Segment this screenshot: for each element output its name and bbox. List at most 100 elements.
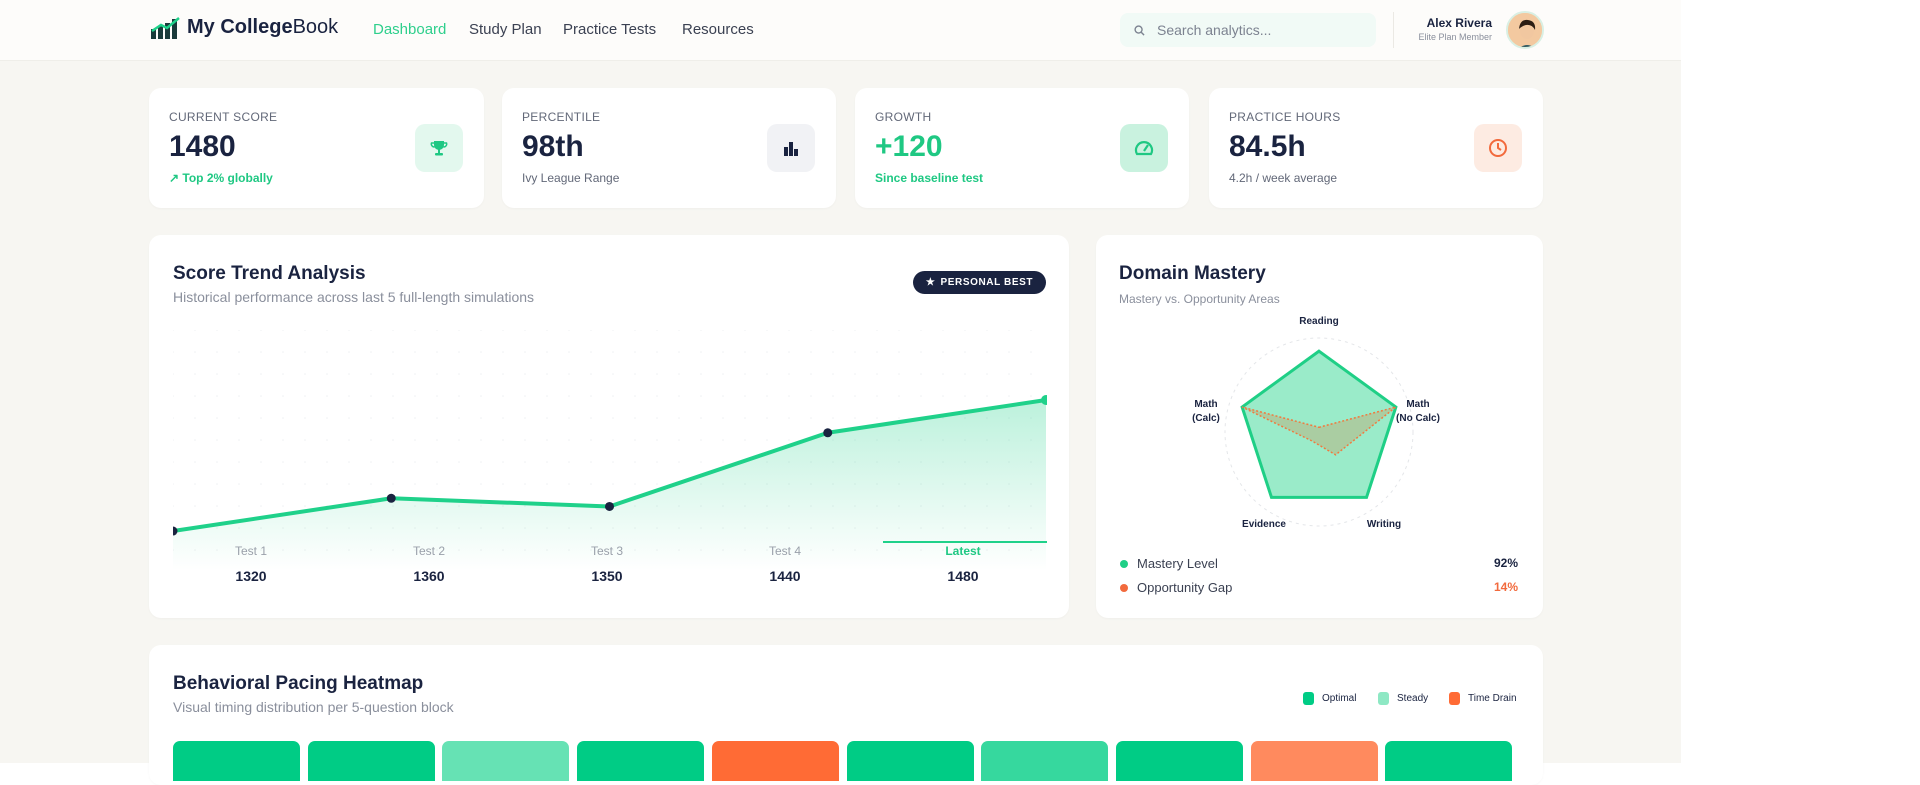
grid-dot xyxy=(282,439,284,441)
grid-dot xyxy=(590,395,592,397)
data-value-label: 1350 xyxy=(591,568,623,584)
grid-dot xyxy=(612,483,614,485)
legend-label: Steady xyxy=(1397,693,1429,704)
grid-dot xyxy=(282,330,284,331)
grid-dot xyxy=(414,417,416,419)
grid-dot xyxy=(173,417,174,419)
trend-point[interactable] xyxy=(386,493,396,503)
top-header: My CollegeBook Dashboard Study Plan Prac… xyxy=(0,0,1681,61)
nav-study-plan[interactable]: Study Plan xyxy=(469,21,542,38)
grid-dot xyxy=(1030,351,1032,353)
pacing-heatmap-card: Behavioral Pacing Heatmap Visual timing … xyxy=(149,645,1543,785)
grid-dot xyxy=(502,483,504,485)
grid-dot xyxy=(524,439,526,441)
grid-dot xyxy=(502,395,504,397)
heatmap-cell-optimal[interactable] xyxy=(173,741,300,781)
brand-logo[interactable]: My CollegeBook xyxy=(151,16,338,39)
grid-dot xyxy=(370,330,372,331)
heatmap-cell-time-drain[interactable] xyxy=(711,741,839,781)
card-title: Domain Mastery xyxy=(1119,263,1266,284)
grid-dot xyxy=(700,330,702,331)
grid-dot xyxy=(920,330,922,331)
grid-dot xyxy=(568,417,570,419)
heatmap-cell-optimal[interactable] xyxy=(846,741,974,781)
heatmap-cell-time-drain[interactable] xyxy=(1250,741,1378,781)
grid-dot xyxy=(370,351,372,353)
grid-dot xyxy=(348,417,350,419)
data-value-label: 1320 xyxy=(235,568,267,584)
heatmap-cell-optimal[interactable] xyxy=(1115,741,1243,781)
gauge-icon xyxy=(1120,124,1168,172)
grid-dot xyxy=(370,417,372,419)
heatmap-cell-optimal[interactable] xyxy=(577,741,705,781)
grid-dot xyxy=(216,417,218,419)
search-input[interactable] xyxy=(1157,22,1347,38)
grid-dot xyxy=(173,483,174,485)
grid-dot xyxy=(876,395,878,397)
legend-dot xyxy=(1120,583,1128,592)
trend-point[interactable] xyxy=(605,501,614,511)
grid-dot xyxy=(458,461,460,463)
grid-dot xyxy=(810,351,812,353)
grid-dot xyxy=(238,373,240,375)
grid-dot xyxy=(216,505,218,507)
stat-card-percentile: PERCENTILE 98th Ivy League Range xyxy=(502,88,836,208)
grid-dot xyxy=(678,373,680,375)
grid-dot xyxy=(744,417,746,419)
grid-dot xyxy=(502,417,504,419)
grid-dot xyxy=(986,373,988,375)
trend-point[interactable] xyxy=(823,428,833,438)
grid-dot xyxy=(964,351,966,353)
avatar[interactable] xyxy=(1506,11,1544,49)
stat-subtext: ↗ Top 2% globally xyxy=(169,171,273,185)
grid-dot xyxy=(436,330,438,331)
grid-dot xyxy=(810,417,812,419)
user-info[interactable]: Alex Rivera Elite Plan Member xyxy=(1418,16,1492,42)
grid-dot xyxy=(634,395,636,397)
stat-value: 98th xyxy=(522,130,584,163)
stat-card-practice-hours: PRACTICE HOURS 84.5h 4.2h / week average xyxy=(1209,88,1543,208)
nav-dashboard[interactable]: Dashboard xyxy=(373,21,447,38)
grid-dot xyxy=(788,417,790,419)
grid-dot xyxy=(458,439,460,441)
grid-dot xyxy=(700,461,702,463)
grid-dot xyxy=(304,373,306,375)
grid-dot xyxy=(414,439,416,441)
x-axis-label: Test 4 xyxy=(768,544,801,558)
heatmap-cell-steady[interactable] xyxy=(981,741,1109,781)
grid-dot xyxy=(480,439,482,441)
search-bar[interactable] xyxy=(1120,13,1376,47)
x-axis-label: Latest xyxy=(945,544,981,558)
grid-dot xyxy=(700,395,702,397)
grid-dot xyxy=(216,330,218,331)
grid-dot xyxy=(480,417,482,419)
stat-label: PERCENTILE xyxy=(522,110,601,124)
nav-resources[interactable]: Resources xyxy=(682,21,754,38)
grid-dot xyxy=(436,483,438,485)
grid-dot xyxy=(502,439,504,441)
grid-dot xyxy=(1008,351,1010,353)
grid-dot xyxy=(546,373,548,375)
grid-dot xyxy=(304,330,306,331)
grid-dot xyxy=(326,461,328,463)
grid-dot xyxy=(942,373,944,375)
grid-dot xyxy=(414,373,416,375)
legend-label: Opportunity Gap xyxy=(1137,580,1233,595)
grid-dot xyxy=(1008,373,1010,375)
trend-area xyxy=(173,400,1046,570)
grid-dot xyxy=(656,417,658,419)
trend-point[interactable] xyxy=(1041,395,1047,405)
grid-dot xyxy=(282,461,284,463)
trend-point[interactable] xyxy=(173,526,178,536)
heatmap-cell-optimal[interactable] xyxy=(307,741,435,781)
grid-dot xyxy=(546,351,548,353)
radar-mastery-polygon xyxy=(1240,349,1398,499)
stat-subtext: Ivy League Range xyxy=(522,171,620,185)
nav-practice-tests[interactable]: Practice Tests xyxy=(563,21,657,38)
heatmap-cell-steady[interactable] xyxy=(442,741,570,781)
header-divider xyxy=(1393,12,1394,48)
x-axis-label: Test 1 xyxy=(234,544,267,558)
legend-opportunity-gap: Opportunity Gap xyxy=(1120,580,1232,595)
heatmap-cell-optimal[interactable] xyxy=(1385,741,1513,781)
grid-dot xyxy=(568,395,570,397)
